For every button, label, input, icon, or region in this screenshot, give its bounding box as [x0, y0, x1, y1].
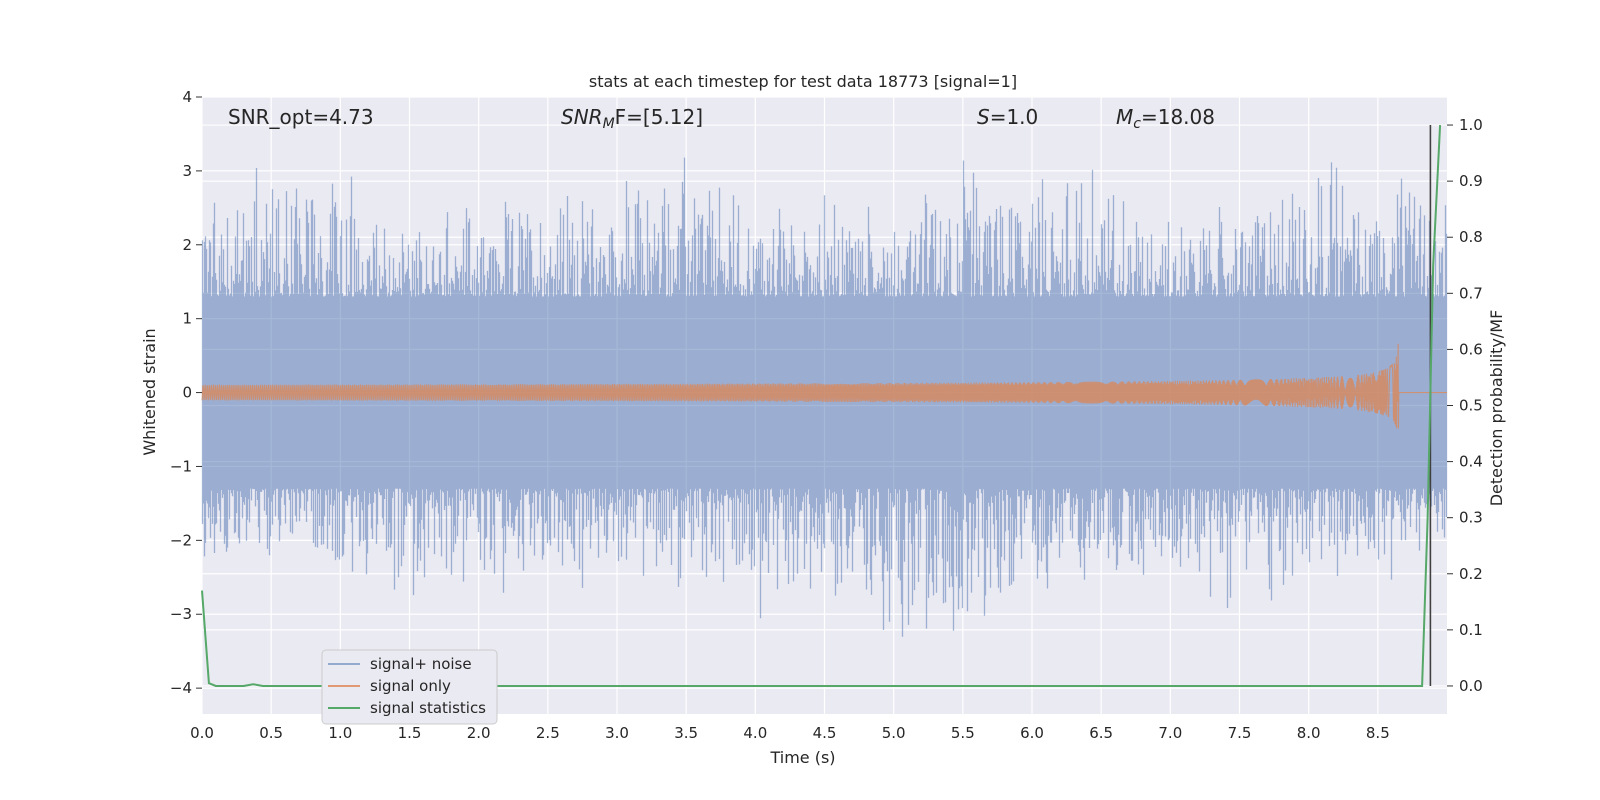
x-tick-label: 8.0	[1297, 724, 1321, 742]
y-tick-label: 0	[182, 384, 192, 402]
annotation-mc: Mc=18.08	[1116, 105, 1215, 132]
x-tick-label: 6.0	[1020, 724, 1044, 742]
signal-only-series	[201, 343, 1447, 429]
legend: signal+ noise signal only signal statist…	[321, 649, 498, 725]
x-tick-label: 3.0	[605, 724, 629, 742]
y2-tick-label: 1.0	[1459, 116, 1483, 134]
x-tick-label: 0.0	[190, 724, 214, 742]
y2-axis-ticks: 1.0 0.9 0.8 0.7 0.6 0.5 0.4 0.3 0.2 0.1 0.0	[1447, 116, 1483, 695]
x-tick-label: 7.5	[1228, 724, 1252, 742]
annotation-snr-mf: SNRMF=[5.12]	[561, 105, 703, 132]
y2-tick-label: 0.9	[1459, 172, 1483, 190]
x-tick-label: 1.5	[398, 724, 422, 742]
x-tick-label: 1.0	[328, 724, 352, 742]
y-tick-label: −4	[170, 679, 192, 697]
x-tick-label: 4.5	[813, 724, 837, 742]
x-tick-label: 3.5	[674, 724, 698, 742]
y-tick-label: −2	[170, 531, 192, 549]
signal-statistics-series	[201, 125, 1442, 687]
y2-tick-label: 0.8	[1459, 228, 1483, 246]
y2-tick-label: 0.6	[1459, 340, 1483, 358]
x-axis-label: Time (s)	[769, 748, 835, 767]
legend-box	[321, 649, 498, 725]
chart-title: stats at each timestep for test data 187…	[589, 72, 1017, 91]
legend-label-signal-noise: signal+ noise	[370, 655, 472, 673]
annotation-s: S=1.0	[977, 105, 1038, 129]
x-axis-ticks: 0.0 0.5 1.0 1.5 2.0 2.5 3.0 3.5 4.0 4.5 5.0 5.5 6.0 6…	[190, 724, 1390, 742]
x-tick-label: 8.5	[1366, 724, 1390, 742]
y-tick-label: 3	[182, 162, 192, 180]
y2-tick-label: 0.7	[1459, 284, 1483, 302]
y2-tick-label: 0.2	[1459, 565, 1483, 583]
signal-statistics-line	[201, 125, 1442, 687]
y-tick-label: 2	[182, 236, 192, 254]
y2-tick-label: 0.0	[1459, 677, 1483, 695]
x-tick-label: 4.0	[743, 724, 767, 742]
signal-only-line	[201, 343, 1447, 429]
y-tick-label: 1	[182, 310, 192, 328]
y-tick-label: −1	[170, 457, 192, 475]
x-tick-label: 5.0	[882, 724, 906, 742]
y2-tick-label: 0.5	[1459, 397, 1483, 415]
y-axis-label: Whitened strain	[140, 328, 159, 455]
y-tick-label: −3	[170, 605, 192, 623]
legend-label-signal-only: signal only	[370, 677, 451, 695]
y2-tick-label: 0.4	[1459, 453, 1483, 471]
annotation-snr-opt: SNR_opt=4.73	[228, 105, 374, 129]
y2-tick-label: 0.1	[1459, 621, 1483, 639]
y2-axis-label: Detection probability/MF	[1487, 310, 1506, 507]
y2-tick-label: 0.3	[1459, 509, 1483, 527]
x-tick-label: 2.0	[467, 724, 491, 742]
y-tick-label: 4	[182, 88, 192, 106]
x-tick-label: 7.0	[1158, 724, 1182, 742]
x-tick-label: 0.5	[259, 724, 283, 742]
y-axis-ticks: 4 3 2 1 0 −1 −2 −3 −4	[170, 88, 202, 697]
legend-label-signal-statistics: signal statistics	[370, 699, 486, 717]
x-tick-label: 2.5	[536, 724, 560, 742]
x-tick-label: 6.5	[1089, 724, 1113, 742]
x-tick-label: 5.5	[951, 724, 975, 742]
